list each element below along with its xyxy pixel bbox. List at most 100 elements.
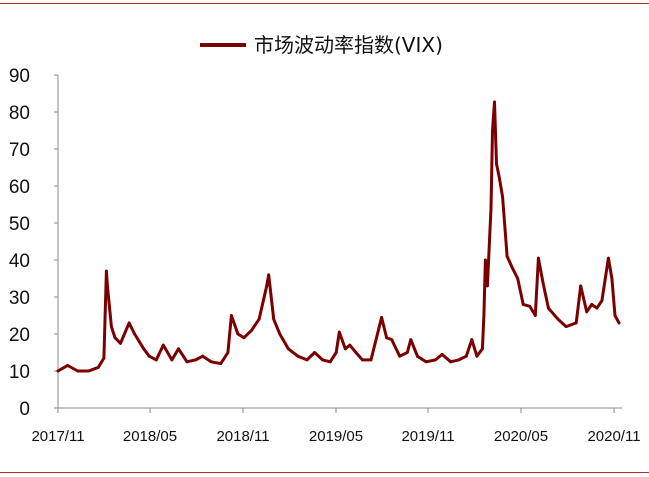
y-tick-label: 80 — [9, 103, 30, 124]
y-tick-label: 30 — [9, 288, 30, 309]
vix-data-point — [482, 314, 486, 317]
x-tick-label: 2019/05 — [309, 428, 363, 445]
vix-data-point — [600, 299, 604, 303]
legend-label: 市场波动率指数(VIX) — [254, 33, 443, 57]
vix-data-point — [495, 162, 498, 166]
x-tick-label: 2020/11 — [587, 428, 640, 445]
vix-data-point — [313, 351, 316, 354]
vix-data-point — [96, 365, 100, 369]
vix-data-point — [230, 314, 233, 317]
vix-data-point — [106, 284, 109, 288]
vix-data-point — [590, 303, 594, 306]
vix-data-point — [328, 360, 332, 364]
vix-data-point — [409, 338, 413, 341]
vix-data-point — [390, 338, 394, 341]
vix-data-point — [607, 256, 610, 260]
axes — [57, 75, 622, 409]
vix-data-point — [305, 358, 309, 362]
vix-data-point — [493, 100, 496, 104]
vix-data-point — [405, 351, 409, 354]
vix-data-point — [66, 364, 69, 367]
vix-data-point — [440, 353, 444, 356]
vix-data-point — [457, 358, 461, 362]
vix-data-point — [267, 273, 271, 277]
y-tick-label: 90 — [9, 66, 30, 87]
vix-data-point — [242, 336, 246, 340]
vix-data-point — [501, 195, 504, 199]
vix-data-point — [385, 336, 388, 340]
vix-series-line — [56, 100, 621, 373]
vix-data-point — [449, 360, 452, 364]
vix-data-point — [595, 306, 599, 310]
vix-data-point — [521, 303, 525, 306]
vix-data-point — [154, 358, 158, 362]
vix-data-point — [489, 206, 493, 210]
vix-data-point — [272, 317, 276, 321]
vix-data-point — [127, 321, 131, 325]
x-axis-ticks: 2017/11 2018/05 2018/11 2019/05 2019/11 2020/… — [31, 408, 641, 445]
vix-data-point — [113, 336, 117, 340]
vix-data-point — [170, 358, 174, 362]
vix-data-point — [564, 325, 568, 328]
vix-data-point — [613, 314, 617, 317]
vix-data-point — [219, 362, 223, 365]
vix-data-point — [486, 284, 489, 288]
y-tick-label: 10 — [9, 362, 30, 383]
vix-data-point — [533, 314, 537, 317]
vix-data-point — [119, 341, 122, 345]
vix-data-point — [286, 347, 290, 351]
vix-data-point — [226, 351, 230, 354]
vix-data-point — [610, 277, 614, 280]
vix-data-point — [76, 369, 80, 373]
vix-data-point — [161, 343, 165, 347]
vix-data-point — [516, 277, 520, 280]
vix-data-point — [257, 317, 261, 321]
vix-data-point — [354, 351, 358, 354]
vix-data-point — [528, 304, 532, 308]
top-frame-line — [0, 3, 649, 4]
vix-data-point — [369, 358, 373, 362]
vix-data-point — [617, 321, 621, 325]
vix-data-point — [56, 369, 60, 373]
vix-data-point — [87, 369, 91, 373]
y-tick-label: 60 — [9, 177, 30, 198]
x-tick-label: 2017/11 — [31, 428, 84, 445]
y-tick-label: 50 — [9, 214, 30, 235]
vix-data-point — [484, 258, 487, 262]
vix-data-point — [556, 317, 560, 321]
vix-data-point — [537, 256, 540, 260]
vix-data-point — [147, 354, 151, 358]
vix-data-point — [424, 360, 428, 364]
y-tick-label: 0 — [19, 399, 30, 420]
vix-data-point — [278, 332, 282, 336]
vix-data-point — [250, 328, 254, 332]
vix-data-point — [505, 254, 509, 258]
vix-data-point — [541, 280, 545, 284]
vix-data-point — [142, 347, 146, 351]
vix-data-point — [464, 354, 468, 358]
vix-data-point — [585, 310, 589, 314]
y-tick-label: 70 — [9, 140, 30, 161]
vix-data-point — [133, 332, 137, 336]
vix-data-point — [380, 316, 383, 319]
vix-data-point — [547, 306, 550, 310]
vix-data-point — [579, 284, 583, 288]
vix-data-point — [398, 354, 402, 358]
vix-data-point — [201, 354, 205, 358]
vix-data-point — [105, 269, 108, 273]
vix-data-point — [481, 347, 484, 351]
vix-data-point — [265, 284, 269, 288]
vix-data-point — [177, 347, 180, 351]
legend: 市场波动率指数(VIX) — [200, 33, 443, 57]
vix-data-point — [321, 358, 324, 362]
x-tick-label: 2020/05 — [494, 428, 548, 445]
vix-data-point — [491, 129, 494, 132]
vix-data-point — [470, 338, 474, 341]
vix-data-point — [209, 360, 213, 364]
vix-data-point — [337, 330, 341, 334]
vix-data-point — [236, 332, 240, 336]
vix-data-point — [475, 354, 479, 358]
vix-data-point — [574, 321, 578, 325]
y-axis-ticks: 0 10 20 30 40 50 60 70 80 90 — [9, 66, 58, 420]
y-tick-label: 40 — [9, 251, 30, 272]
